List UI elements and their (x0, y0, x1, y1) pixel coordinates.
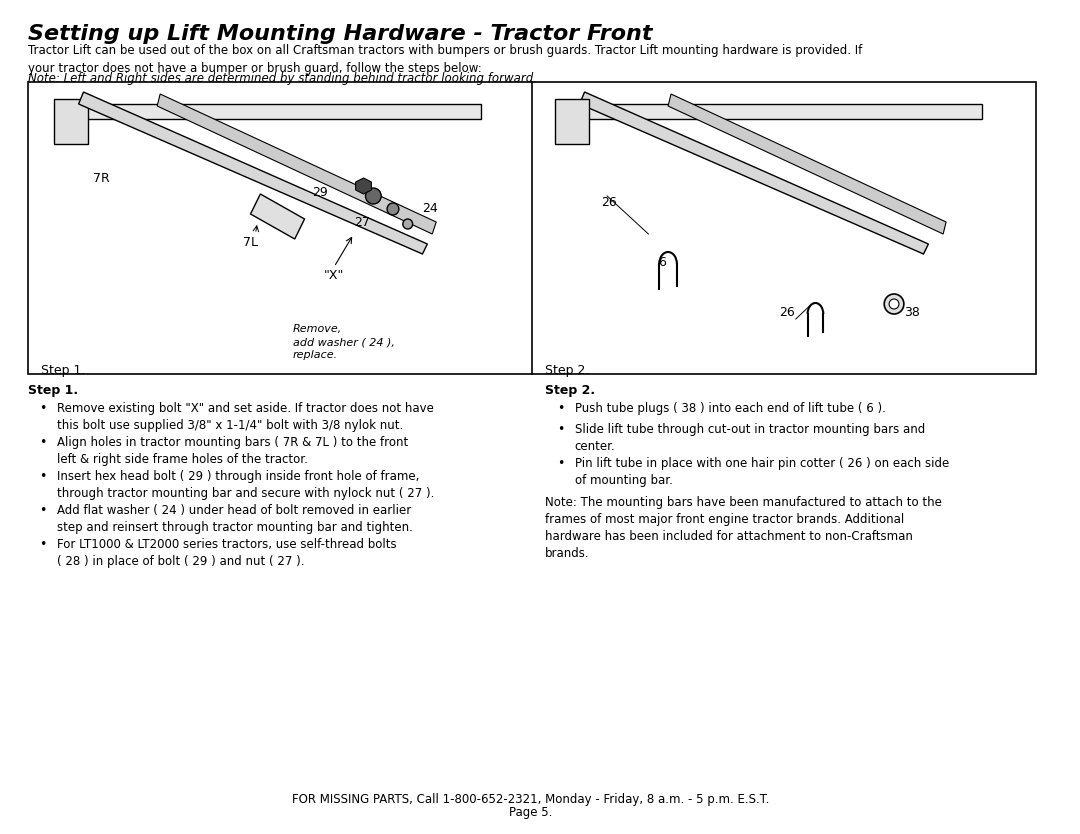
Text: Remove existing bolt "X" and set aside. If tractor does not have
this bolt use s: Remove existing bolt "X" and set aside. … (57, 402, 434, 432)
Text: 38: 38 (904, 306, 920, 319)
Polygon shape (580, 92, 929, 254)
Polygon shape (79, 92, 428, 254)
Text: •: • (557, 402, 565, 415)
Text: •: • (557, 457, 565, 470)
Text: Page 5.: Page 5. (509, 806, 552, 819)
Text: Note: Left and Right sides are determined by standing behind tractor looking for: Note: Left and Right sides are determine… (27, 72, 537, 85)
Text: Align holes in tractor mounting bars ( 7R & 7L ) to the front
left & right side : Align holes in tractor mounting bars ( 7… (57, 436, 408, 466)
Polygon shape (355, 178, 372, 194)
Text: Step 1.: Step 1. (41, 364, 85, 377)
Text: Push tube plugs ( 38 ) into each end of lift tube ( 6 ).: Push tube plugs ( 38 ) into each end of … (575, 402, 886, 415)
Text: 26: 26 (779, 306, 795, 319)
Polygon shape (669, 94, 946, 234)
Text: Setting up Lift Mounting Hardware - Tractor Front: Setting up Lift Mounting Hardware - Trac… (27, 24, 652, 44)
Text: 6: 6 (658, 256, 666, 269)
Text: For LT1000 & LT2000 series tractors, use self-thread bolts
( 28 ) in place of bo: For LT1000 & LT2000 series tractors, use… (57, 538, 396, 568)
Text: Step 2.: Step 2. (545, 364, 590, 377)
Text: •: • (557, 423, 565, 436)
Text: 26: 26 (602, 196, 617, 209)
Circle shape (885, 294, 904, 314)
Circle shape (387, 203, 399, 215)
Polygon shape (534, 83, 1036, 373)
Circle shape (365, 188, 381, 204)
Text: Add flat washer ( 24 ) under head of bolt removed in earlier
step and reinsert t: Add flat washer ( 24 ) under head of bol… (57, 504, 413, 534)
Text: 7L: 7L (243, 236, 258, 249)
Text: Tractor Lift can be used out of the box on all Craftsman tractors with bumpers o: Tractor Lift can be used out of the box … (27, 44, 862, 75)
Text: Insert hex head bolt ( 29 ) through inside front hole of frame,
through tractor : Insert hex head bolt ( 29 ) through insi… (57, 470, 434, 500)
Text: FOR MISSING PARTS, Call 1-800-652-2321, Monday - Friday, 8 a.m. - 5 p.m. E.S.T.: FOR MISSING PARTS, Call 1-800-652-2321, … (292, 793, 769, 806)
Text: 27: 27 (353, 216, 369, 229)
Polygon shape (28, 83, 531, 373)
Polygon shape (561, 104, 983, 119)
Text: 7R: 7R (93, 172, 110, 185)
Text: •: • (39, 402, 46, 415)
Text: 24: 24 (422, 202, 438, 215)
Text: Step 1.: Step 1. (27, 384, 78, 397)
Circle shape (889, 299, 899, 309)
Text: •: • (39, 470, 46, 483)
Text: Remove,
add washer ( 24 ),
replace.: Remove, add washer ( 24 ), replace. (293, 324, 394, 360)
Polygon shape (54, 99, 89, 144)
Circle shape (403, 219, 413, 229)
Text: •: • (39, 504, 46, 517)
Text: 29: 29 (312, 186, 328, 199)
Text: •: • (39, 436, 46, 449)
Polygon shape (251, 194, 305, 239)
Polygon shape (158, 94, 436, 234)
Text: Slide lift tube through cut-out in tractor mounting bars and
center.: Slide lift tube through cut-out in tract… (575, 423, 924, 453)
Text: Step 2.: Step 2. (545, 384, 595, 397)
Polygon shape (555, 99, 590, 144)
Text: Note: The mounting bars have been manufactured to attach to the
frames of most m: Note: The mounting bars have been manufa… (545, 496, 942, 560)
Polygon shape (59, 104, 482, 119)
Text: Pin lift tube in place with one hair pin cotter ( 26 ) on each side
of mounting : Pin lift tube in place with one hair pin… (575, 457, 949, 487)
Text: •: • (39, 538, 46, 551)
Text: "X": "X" (324, 269, 345, 282)
